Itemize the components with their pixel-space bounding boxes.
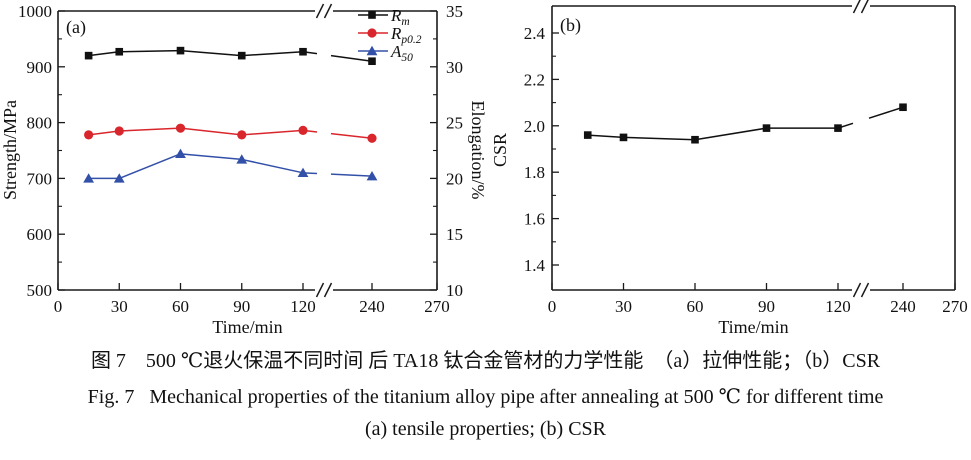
- svg-text:270: 270: [942, 297, 968, 316]
- svg-text:0: 0: [548, 297, 557, 316]
- time-axis-b: 0 30 60 90 120 240 270 Time/min: [548, 283, 968, 337]
- panel-label-a: (a): [66, 17, 86, 38]
- series-Rm: [84, 46, 376, 66]
- axis-break-icon: [852, 282, 870, 298]
- strength-axis: 500 600 700 800 900 1000 Strength/MPa: [0, 2, 65, 300]
- svg-text:240: 240: [359, 297, 385, 316]
- svg-text:35: 35: [446, 2, 463, 21]
- y-axis-title-elongation: Elongation/%: [468, 101, 488, 200]
- svg-text:700: 700: [27, 169, 53, 188]
- panel-label-b: (b): [560, 15, 581, 36]
- y-axis-title-strength: Strength/MPa: [0, 100, 20, 200]
- svg-text:900: 900: [27, 58, 53, 77]
- csr-axis: 1.4 1.6 1.8 2.0 2.2 2.4 CSR: [490, 24, 559, 275]
- elongation-axis: 10 15 20 25 30 35 Elongation/%: [430, 2, 488, 300]
- svg-text:1.8: 1.8: [524, 163, 545, 182]
- caption-chinese: 图 7 500 ℃退火保温不同时间 后 TA18 钛合金管材的力学性能 （a）拉…: [90, 350, 881, 372]
- x-axis-title-a: Time/min: [212, 317, 282, 337]
- svg-text:30: 30: [615, 297, 632, 316]
- svg-text:800: 800: [27, 114, 53, 133]
- axis-break-icon: [852, 0, 870, 14]
- caption-english-line1: Fig. 7 Mechanical properties of the tita…: [87, 386, 884, 408]
- svg-text:2.2: 2.2: [524, 70, 545, 89]
- svg-text:1.4: 1.4: [524, 256, 546, 275]
- svg-text:120: 120: [825, 297, 851, 316]
- x-axis-title-b: Time/min: [718, 317, 788, 337]
- svg-text:10: 10: [446, 281, 463, 300]
- svg-text:2.0: 2.0: [524, 117, 545, 136]
- series-Rp0.2: [84, 123, 377, 143]
- svg-text:1000: 1000: [18, 2, 52, 21]
- svg-text:60: 60: [172, 297, 189, 316]
- panel-b: 0 30 60 90 120 240 270 Time/min 1.4 1.6 1.8 2.0 2.2 2…: [490, 0, 968, 337]
- caption-english-line2: (a) tensile properties; (b) CSR: [364, 418, 607, 440]
- y-axis-title-csr: CSR: [490, 133, 510, 167]
- svg-text:120: 120: [290, 297, 316, 316]
- panel-a: 0 30 60 90 120 240 270 Time/min 500 600 700 800 900 1…: [0, 2, 488, 337]
- svg-text:90: 90: [233, 297, 250, 316]
- time-axis-a: 0 30 60 90 120 240 270 Time/min: [54, 283, 450, 337]
- svg-text:240: 240: [890, 297, 916, 316]
- svg-text:30: 30: [446, 58, 463, 77]
- axis-break-icon: [315, 3, 333, 19]
- svg-text:270: 270: [424, 297, 450, 316]
- svg-text:0: 0: [54, 297, 63, 316]
- svg-text:1.6: 1.6: [524, 210, 545, 229]
- svg-text:2.4: 2.4: [524, 24, 546, 43]
- axis-break-icon: [315, 282, 333, 298]
- series-CSR: [583, 103, 907, 144]
- svg-text:500: 500: [27, 281, 53, 300]
- series-A50: [83, 148, 378, 183]
- svg-text:60: 60: [687, 297, 704, 316]
- svg-text:25: 25: [446, 114, 463, 133]
- charts-canvas: 0 30 60 90 120 240 270Time/min5006007008009001…: [0, 0, 968, 337]
- svg-text:15: 15: [446, 225, 463, 244]
- svg-text:90: 90: [758, 297, 775, 316]
- svg-text:20: 20: [446, 169, 463, 188]
- svg-text:30: 30: [111, 297, 128, 316]
- svg-text:600: 600: [27, 225, 53, 244]
